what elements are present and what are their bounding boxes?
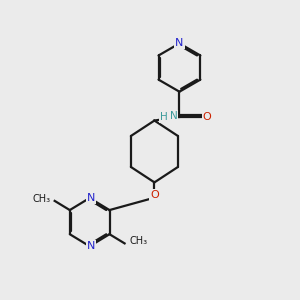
Text: N: N [87, 241, 95, 251]
Text: O: O [150, 190, 159, 200]
Text: O: O [203, 112, 212, 122]
Text: H: H [160, 112, 168, 122]
Text: N: N [169, 111, 177, 121]
Text: N: N [175, 38, 184, 48]
Text: CH₃: CH₃ [32, 194, 50, 203]
Text: CH₃: CH₃ [129, 236, 147, 246]
Text: N: N [87, 193, 95, 203]
